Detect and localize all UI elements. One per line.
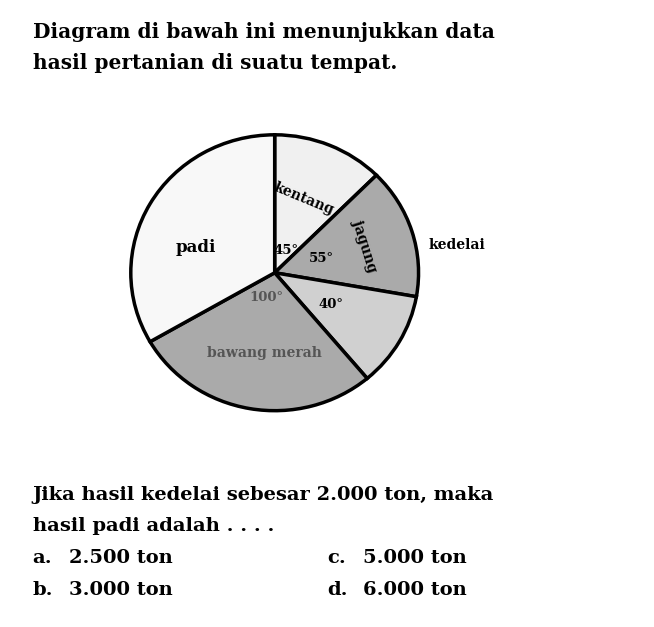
Text: Jika hasil kedelai sebesar 2.000 ton, maka: Jika hasil kedelai sebesar 2.000 ton, ma… xyxy=(33,486,494,504)
Text: 6.000 ton: 6.000 ton xyxy=(363,581,467,599)
Wedge shape xyxy=(275,175,419,297)
Text: 3.000 ton: 3.000 ton xyxy=(69,581,173,599)
Text: a.: a. xyxy=(33,549,52,567)
Text: kedelai: kedelai xyxy=(428,238,485,251)
Text: 5.000 ton: 5.000 ton xyxy=(363,549,467,567)
Text: 45°: 45° xyxy=(273,245,298,257)
Text: 40°: 40° xyxy=(319,298,344,310)
Text: 2.500 ton: 2.500 ton xyxy=(69,549,173,567)
Text: c.: c. xyxy=(327,549,346,567)
Text: hasil padi adalah . . . .: hasil padi adalah . . . . xyxy=(33,517,274,535)
Text: 55°: 55° xyxy=(309,252,334,265)
Text: b.: b. xyxy=(33,581,53,599)
Text: Diagram di bawah ini menunjukkan data: Diagram di bawah ini menunjukkan data xyxy=(33,22,494,42)
Wedge shape xyxy=(131,135,275,342)
Text: hasil pertanian di suatu tempat.: hasil pertanian di suatu tempat. xyxy=(33,53,397,73)
Wedge shape xyxy=(150,273,367,411)
Text: kentang: kentang xyxy=(271,180,336,218)
Wedge shape xyxy=(275,273,417,379)
Text: 100°: 100° xyxy=(250,291,284,303)
Text: bawang merah: bawang merah xyxy=(207,346,322,361)
Wedge shape xyxy=(275,135,377,273)
Text: padi: padi xyxy=(176,239,216,256)
Text: d.: d. xyxy=(327,581,347,599)
Text: jagung: jagung xyxy=(351,218,380,273)
